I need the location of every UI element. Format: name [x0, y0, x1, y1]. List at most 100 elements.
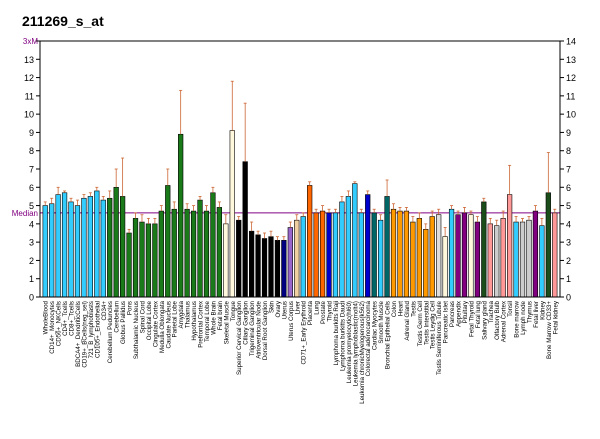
bar [500, 218, 506, 298]
bar [255, 234, 261, 298]
x-tick-label: Cerebellum [114, 301, 121, 333]
bar [120, 196, 126, 298]
bar [526, 219, 532, 298]
x-tick-label: Placenta [307, 300, 314, 325]
x-tick-label: Occipital Lobe [146, 300, 153, 340]
x-tick-label: Ovary [275, 300, 282, 317]
bar [403, 210, 410, 298]
bar [113, 186, 119, 298]
bar [190, 210, 197, 298]
x-tick-label: Bronchial Epithelial Cells [385, 301, 392, 369]
bar [365, 194, 371, 298]
right-tick-label: 7 [566, 165, 571, 175]
x-tick-label: Subthalamic Nucleus [133, 301, 140, 359]
bar [384, 196, 390, 298]
bar [49, 203, 55, 298]
x-tick-label: Prefrontal Cortex [198, 300, 205, 348]
x-tick-label: Leukemia lymphoblastic(molt4) [352, 301, 359, 386]
x-tick-label: Appendix [456, 300, 463, 327]
bar [532, 210, 539, 298]
x-tick-label: Ciliary Ganglion [243, 300, 250, 344]
bar [545, 192, 551, 298]
right-tick-label: 10 [566, 110, 576, 120]
x-tick-label: Salivary gland [481, 300, 488, 339]
left-tick-label: 13 [24, 55, 34, 65]
bar [468, 214, 474, 298]
x-tick-label: Parietal Lobe [172, 300, 179, 337]
bar [377, 219, 384, 298]
right-tick-label: 12 [566, 73, 576, 83]
left-tick-label: 8 [29, 146, 34, 156]
x-tick-label: Bone marrow [514, 300, 521, 337]
x-tick-label: Liver [294, 301, 301, 314]
x-tick-label: Leukemia chronicMyelogenous(k562) [359, 301, 366, 404]
x-tick-label: Lung [314, 300, 321, 314]
bar [261, 238, 268, 298]
x-tick-label: Trigeminal Ganglion [249, 300, 256, 356]
x-tick-label: Fetal liver [533, 301, 540, 328]
left-tick-label: 6 [29, 183, 34, 193]
plot-frame [39, 40, 561, 298]
x-tick-label: Lymphoma burkitts Raji [333, 301, 340, 365]
left-tick-label: 0 [29, 293, 34, 303]
bar [339, 201, 345, 298]
x-tick-label: 721_B_lymphoblasts [88, 301, 95, 358]
bar [126, 232, 132, 298]
x-tick-label: Skin [268, 300, 275, 313]
x-tick-label: Pituitary [462, 300, 469, 323]
bar [249, 230, 255, 298]
x-tick-label: Whole Brain [210, 300, 217, 334]
left-tick-label: 1 [29, 274, 34, 284]
right-tick-label: 1 [566, 274, 571, 284]
x-tick-labels: WholeBlood CD14+_Monocytes CD56+_NKCells CD… [43, 300, 560, 404]
right-tick-label: 8 [566, 146, 571, 156]
bar [171, 208, 177, 298]
x-tick-label: Adrenal Cortex [501, 300, 508, 342]
x-tick-label: Cingulate Cortex [152, 300, 159, 347]
bar [436, 214, 442, 298]
bar [42, 205, 48, 298]
right-tick-label: 6 [566, 183, 571, 193]
bar [313, 212, 319, 298]
x-tick-label: Fetal Thyroid [468, 300, 475, 337]
bar [410, 221, 416, 298]
x-tick-label: Kidney [539, 300, 546, 320]
x-tick-label: Olfactory Bulb [494, 300, 501, 339]
x-tick-label: Testis Leydig Cell [430, 301, 437, 349]
bar [281, 240, 287, 298]
bar [216, 207, 222, 298]
bar [519, 221, 526, 298]
left-tick-label: 4 [29, 219, 34, 229]
x-tick-label: Lymph node [520, 300, 527, 334]
left-tick-label: 3 [29, 238, 34, 248]
bar [229, 130, 235, 298]
x-tick-label: CD34+ [101, 301, 108, 321]
bar [300, 216, 306, 298]
x-tick-label: Cerebellum Peduncles [107, 301, 114, 363]
x-tick-label: Cardiac Myocytes [372, 301, 379, 350]
left-tick-label: 5 [29, 201, 34, 211]
bar [494, 225, 500, 298]
right-tick-label: 9 [566, 128, 571, 138]
error-bars [43, 80, 557, 241]
x-tick-label: Tonsil [507, 301, 514, 317]
bar [345, 196, 351, 298]
x-tick-label: Adrenal Gland [404, 300, 411, 340]
bar [416, 218, 422, 298]
bar [210, 192, 216, 298]
x-tick-label: Heart [397, 301, 404, 316]
right-tick-label: 2 [566, 256, 571, 266]
right-tick-label: 0 [566, 293, 571, 303]
x-tick-label: CD8+_Tcells [69, 301, 76, 336]
bar [552, 212, 558, 298]
bar [326, 212, 332, 298]
bar [513, 221, 519, 298]
x-tick-label: Atrioventricular Node [256, 300, 263, 358]
x-tick-label: Hypothalamus [191, 301, 198, 341]
x-tick-label: Spinal Cord [139, 300, 146, 333]
x-tick-label: Lymphoma burkitts Daudi [339, 301, 346, 371]
bar [236, 219, 242, 298]
x-tick-label: Skeletal Muscle [223, 300, 230, 344]
